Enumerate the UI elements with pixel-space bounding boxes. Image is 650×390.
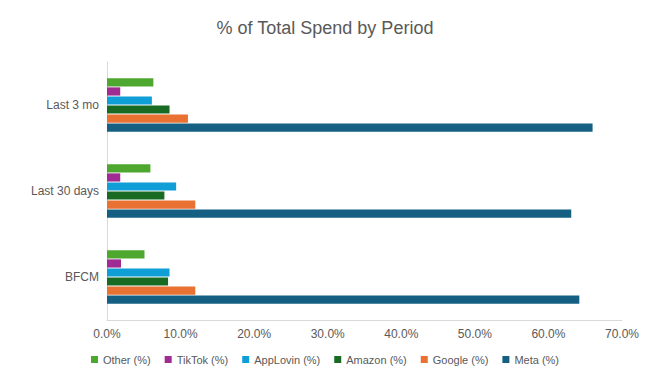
svg-text:60.0%: 60.0% — [531, 327, 565, 341]
svg-text:Last 30 days: Last 30 days — [31, 184, 99, 198]
svg-text:70.0%: 70.0% — [605, 327, 639, 341]
svg-text:Amazon (%): Amazon (%) — [346, 354, 407, 366]
svg-text:20.0%: 20.0% — [237, 327, 271, 341]
svg-text:40.0%: 40.0% — [384, 327, 418, 341]
svg-text:50.0%: 50.0% — [458, 327, 492, 341]
svg-text:Meta (%): Meta (%) — [514, 354, 559, 366]
svg-text:Last 3 mo: Last 3 mo — [46, 98, 99, 112]
svg-text:BFCM: BFCM — [65, 270, 99, 284]
svg-text:30.0%: 30.0% — [311, 327, 345, 341]
svg-text:Google (%): Google (%) — [433, 354, 489, 366]
svg-text:TikTok (%): TikTok (%) — [177, 354, 229, 366]
svg-text:10.0%: 10.0% — [164, 327, 198, 341]
svg-text:% of Total Spend by Period: % of Total Spend by Period — [217, 18, 434, 38]
svg-text:AppLovin (%): AppLovin (%) — [254, 354, 320, 366]
svg-text:0.0%: 0.0% — [93, 327, 121, 341]
svg-text:Other (%): Other (%) — [103, 354, 151, 366]
